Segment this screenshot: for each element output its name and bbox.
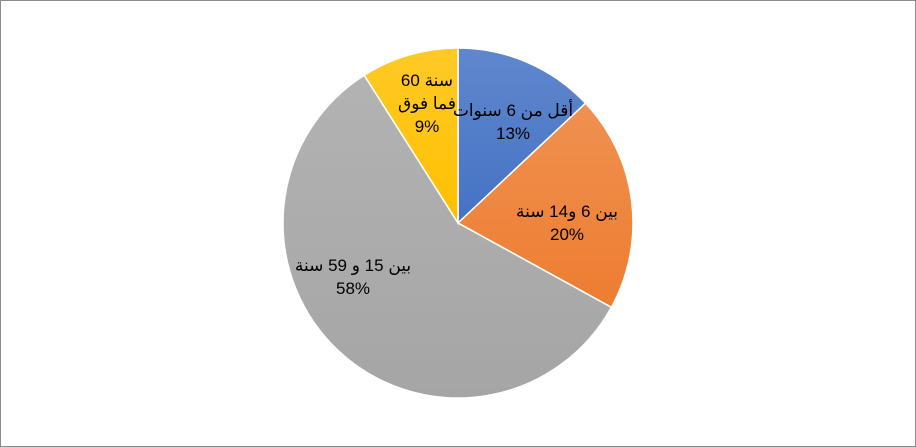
- slice-label-2-line-1: 58%: [336, 279, 370, 298]
- slice-label-3: 60 سنة فما فوق 9%: [398, 71, 456, 136]
- slice-label-2: بين 15 و 59 سنة 58%: [295, 256, 411, 298]
- pie-slice-0: [457, 47, 587, 225]
- slice-label-3-line-1: فما فوق: [398, 94, 456, 113]
- slice-label-0: أقل من 6 سنوات 13%: [453, 99, 573, 143]
- slice-label-0-line-1: 13%: [496, 124, 530, 143]
- pie-slice-1: [456, 102, 634, 309]
- slice-label-0-line-0: أقل من 6 سنوات: [453, 99, 573, 120]
- slice-label-1-line-0: بين 6 و14 سنة: [516, 202, 618, 221]
- slice-label-1-line-1: 20%: [550, 225, 584, 244]
- slice-label-3-line-2: 9%: [415, 117, 440, 136]
- slice-label-1: بين 6 و14 سنة 20%: [516, 202, 618, 244]
- slice-label-2-line-0: بين 15 و 59 سنة: [295, 256, 411, 275]
- pie-slice-3: [363, 47, 459, 226]
- slice-label-3-line-0: 60 سنة: [401, 71, 453, 90]
- pie-slice-2: [282, 74, 613, 399]
